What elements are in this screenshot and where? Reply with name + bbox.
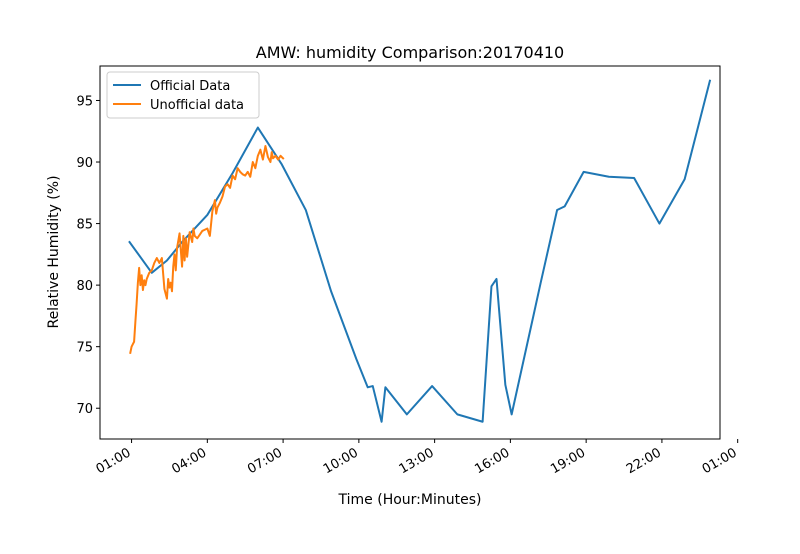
legend-label-unofficial: Unofficial data <box>150 98 244 113</box>
y-axis-label: Relative Humidity (%) <box>46 175 62 328</box>
legend: Official Data Unofficial data <box>106 71 260 119</box>
chart-title: AMW: humidity Comparison:20170410 <box>256 43 564 62</box>
series-line-0 <box>128 79 712 423</box>
plot-frame <box>99 65 721 440</box>
y-tick-label: 95 <box>76 94 93 109</box>
series-layer <box>128 79 712 423</box>
legend-box <box>106 71 260 119</box>
y-tick-label: 70 <box>76 402 93 417</box>
series-line-1 <box>129 145 285 355</box>
y-tick-label: 85 <box>76 218 93 233</box>
y-tick-label: 80 <box>76 279 93 294</box>
y-tick-label: 90 <box>76 156 93 171</box>
x-axis-label: Time (Hour:Minutes) <box>338 492 482 508</box>
y-axis-ticks: 70 75 80 85 90 95 <box>76 94 100 417</box>
y-tick-label: 75 <box>76 341 93 356</box>
legend-label-official: Official Data <box>150 79 230 94</box>
